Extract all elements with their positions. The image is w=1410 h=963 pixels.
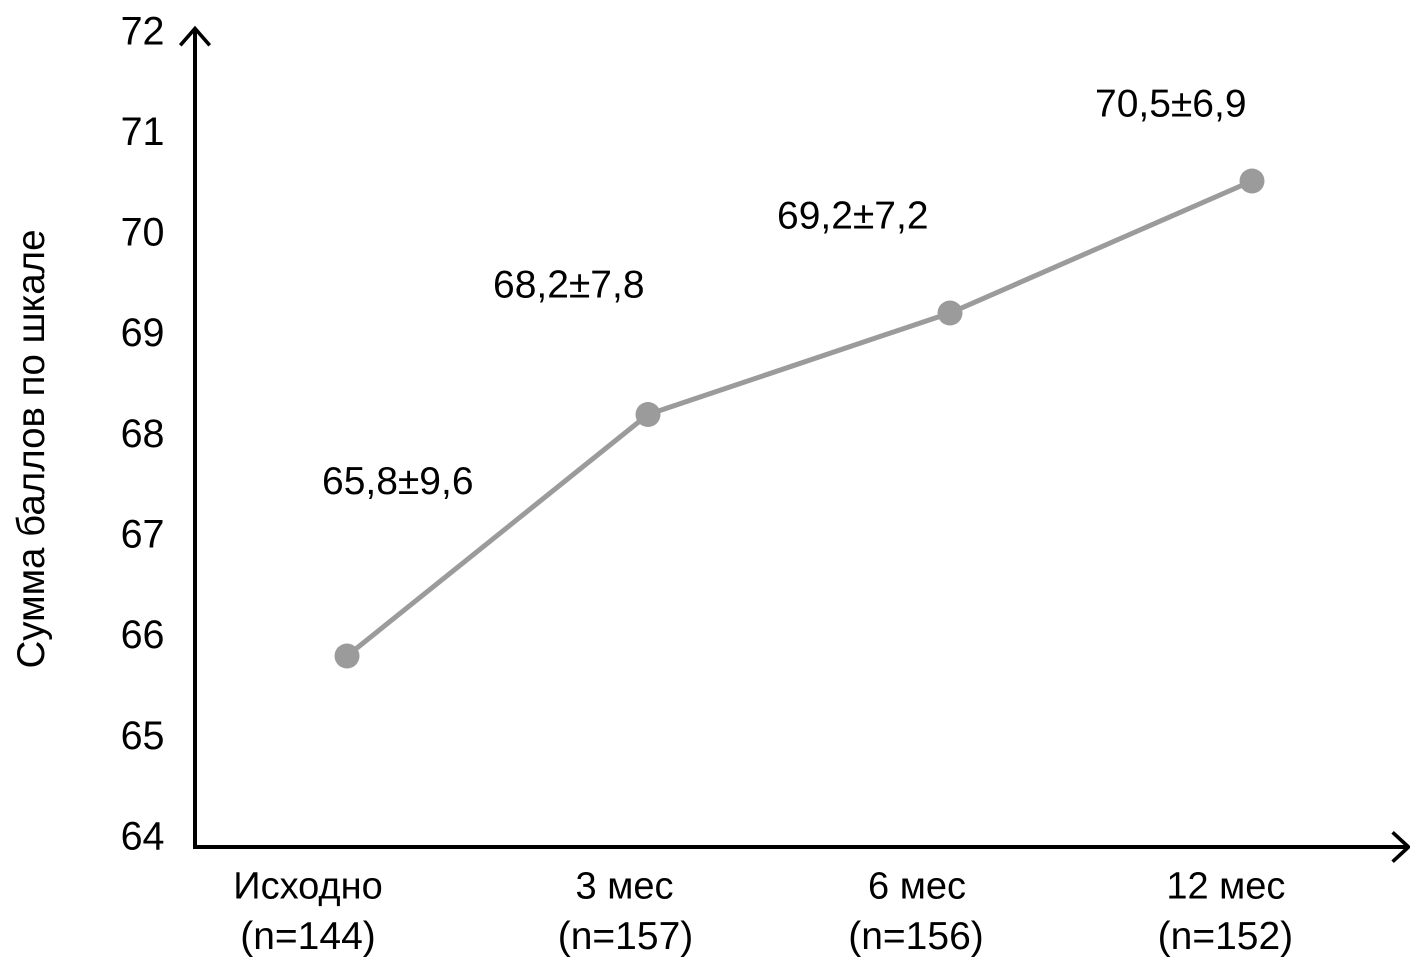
svg-text:65,8±9,6: 65,8±9,6 [322,460,474,503]
svg-text:(n=144): (n=144) [240,915,376,958]
svg-text:Исходно: Исходно [233,866,382,908]
svg-text:69: 69 [121,311,165,355]
svg-text:(n=156): (n=156) [848,915,984,958]
svg-text:68: 68 [121,412,165,456]
svg-text:64: 64 [121,814,165,858]
svg-text:72: 72 [121,9,165,53]
svg-text:66: 66 [121,613,165,657]
svg-text:(n=157): (n=157) [558,915,694,958]
svg-text:(n=152): (n=152) [1158,915,1294,958]
svg-text:12 мес: 12 мес [1166,866,1285,908]
svg-text:6 мес: 6 мес [868,866,966,908]
svg-text:67: 67 [121,513,165,557]
svg-text:65: 65 [121,714,165,758]
svg-text:70: 70 [121,211,165,255]
svg-text:69,2±7,2: 69,2±7,2 [777,195,929,238]
svg-text:Сумма баллов по шкале: Сумма баллов по шкале [10,230,53,669]
svg-text:70,5±6,9: 70,5±6,9 [1095,83,1247,126]
svg-text:3 мес: 3 мес [576,866,674,908]
svg-text:68,2±7,8: 68,2±7,8 [493,264,645,307]
svg-text:71: 71 [121,110,165,154]
